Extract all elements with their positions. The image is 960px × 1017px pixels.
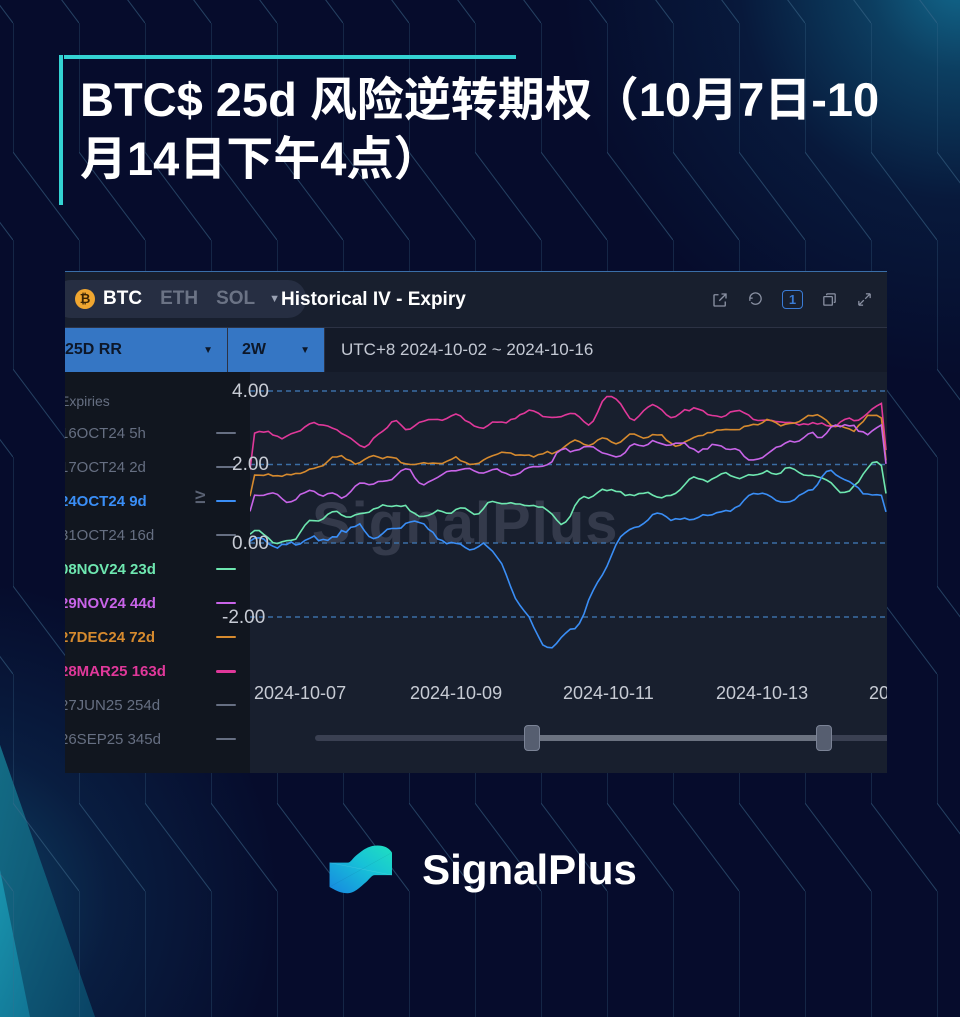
svg-text:2024-10-09: 2024-10-09 — [410, 683, 502, 703]
svg-text:2024-10-13: 2024-10-13 — [716, 683, 808, 703]
svg-text:2024-10-15: 2024-10-15 — [869, 683, 887, 703]
svg-text:2024-10-07: 2024-10-07 — [254, 683, 346, 703]
svg-text:2024-10-11: 2024-10-11 — [563, 683, 654, 703]
